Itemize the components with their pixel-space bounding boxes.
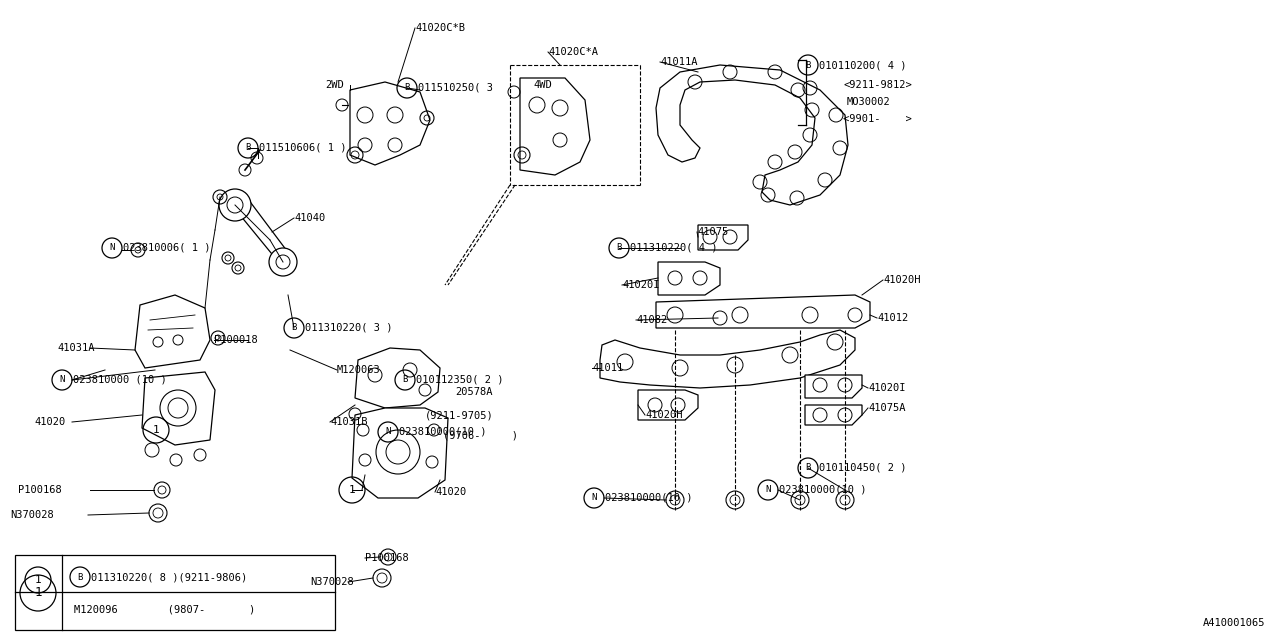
Text: 011510606( 1 ): 011510606( 1 )	[259, 143, 347, 153]
Text: 41020I: 41020I	[622, 280, 659, 290]
Text: 2WD: 2WD	[325, 80, 344, 90]
Text: 1: 1	[152, 425, 160, 435]
Text: 41020: 41020	[35, 417, 65, 427]
Text: 1: 1	[35, 575, 41, 585]
Text: 011310220( 4 ): 011310220( 4 )	[630, 243, 718, 253]
Text: 41020C*B: 41020C*B	[415, 23, 465, 33]
Text: 023810006( 1 ): 023810006( 1 )	[123, 243, 210, 253]
Polygon shape	[658, 262, 719, 295]
Text: 41012: 41012	[877, 313, 909, 323]
Text: B: B	[292, 323, 297, 333]
Text: B: B	[404, 83, 410, 93]
Text: <9211-9812>: <9211-9812>	[844, 80, 911, 90]
Text: 41011: 41011	[591, 363, 623, 373]
Text: 41075: 41075	[698, 227, 728, 237]
Polygon shape	[142, 372, 215, 445]
Circle shape	[269, 248, 297, 276]
Text: 011310220( 3 ): 011310220( 3 )	[305, 323, 393, 333]
Text: 010110200( 4 ): 010110200( 4 )	[819, 60, 906, 70]
Text: B: B	[246, 143, 251, 152]
Text: B: B	[805, 463, 810, 472]
Text: 023810000 (10 ): 023810000 (10 )	[73, 375, 166, 385]
Text: A410001065: A410001065	[1202, 618, 1265, 628]
Text: (9706-     ): (9706- )	[443, 430, 518, 440]
Text: 023810000(10 ): 023810000(10 )	[399, 427, 486, 437]
Text: P100168: P100168	[365, 553, 408, 563]
Text: 41082: 41082	[636, 315, 667, 325]
Text: M120096        (9807-       ): M120096 (9807- )	[74, 605, 255, 615]
Text: 20578A: 20578A	[454, 387, 493, 397]
Bar	[15, 555, 335, 630]
Text: P100018: P100018	[214, 335, 257, 345]
Text: B: B	[77, 573, 83, 582]
Text: MO30002: MO30002	[847, 97, 891, 107]
Text: N370028: N370028	[310, 577, 353, 587]
Text: 4WD: 4WD	[532, 80, 552, 90]
Polygon shape	[349, 82, 430, 165]
Text: 41031B: 41031B	[330, 417, 367, 427]
Text: 023810000(10 ): 023810000(10 )	[780, 485, 867, 495]
Text: 41020H: 41020H	[645, 410, 682, 420]
Polygon shape	[225, 195, 291, 270]
Text: 41040: 41040	[294, 213, 325, 223]
Text: 41020H: 41020H	[883, 275, 920, 285]
Text: 1: 1	[348, 485, 356, 495]
Text: <9901-    >: <9901- >	[844, 114, 911, 124]
Circle shape	[376, 430, 420, 474]
Text: 41011A: 41011A	[660, 57, 698, 67]
Text: B: B	[616, 243, 622, 253]
Polygon shape	[637, 390, 698, 420]
Text: 023810000(10 ): 023810000(10 )	[605, 493, 692, 503]
Text: 41075A: 41075A	[868, 403, 905, 413]
Text: N370028: N370028	[10, 510, 54, 520]
Text: (9211-9705): (9211-9705)	[425, 410, 494, 420]
Text: N: N	[765, 486, 771, 495]
Polygon shape	[657, 295, 870, 328]
Text: N: N	[385, 428, 390, 436]
Text: 41020: 41020	[435, 487, 466, 497]
Polygon shape	[805, 405, 861, 425]
Text: P100168: P100168	[18, 485, 61, 495]
Text: 010110450( 2 ): 010110450( 2 )	[819, 463, 906, 473]
Text: 41020I: 41020I	[868, 383, 905, 393]
Text: N: N	[59, 376, 65, 385]
Polygon shape	[352, 408, 448, 498]
Polygon shape	[355, 348, 440, 408]
Polygon shape	[698, 225, 748, 250]
Text: 011510250( 3: 011510250( 3	[419, 83, 493, 93]
Text: 41020C*A: 41020C*A	[548, 47, 598, 57]
Text: M120063: M120063	[337, 365, 380, 375]
Text: 41031A: 41031A	[58, 343, 95, 353]
Text: N: N	[591, 493, 596, 502]
Polygon shape	[520, 78, 590, 175]
Circle shape	[219, 189, 251, 221]
Text: 1: 1	[35, 586, 42, 600]
Text: B: B	[805, 61, 810, 70]
Polygon shape	[600, 330, 855, 388]
Text: 011310220( 8 )(9211-9806): 011310220( 8 )(9211-9806)	[91, 572, 247, 582]
Polygon shape	[657, 65, 849, 205]
Text: 010112350( 2 ): 010112350( 2 )	[416, 375, 503, 385]
Circle shape	[160, 390, 196, 426]
Polygon shape	[805, 375, 861, 398]
Polygon shape	[134, 295, 210, 368]
Text: B: B	[402, 376, 408, 385]
Text: N: N	[109, 243, 115, 253]
